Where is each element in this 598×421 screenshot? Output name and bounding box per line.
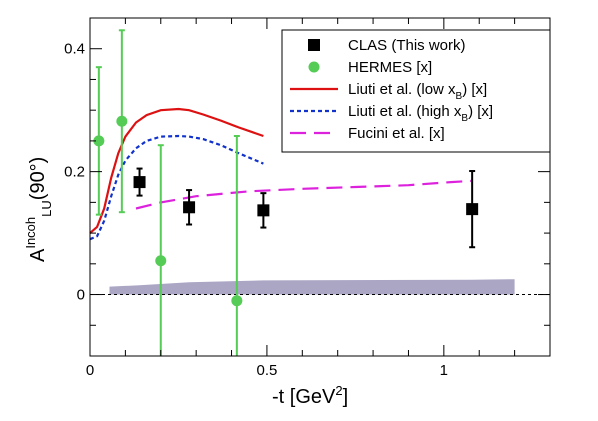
plot-frame bbox=[89, 17, 551, 357]
legend-marker-circle bbox=[308, 61, 320, 73]
data-point-square bbox=[466, 203, 479, 216]
data-point-circle bbox=[155, 255, 167, 267]
x-tick-label: 1 bbox=[440, 362, 448, 379]
theory-curves-layer bbox=[89, 107, 473, 241]
legend-label: HERMES [x] bbox=[348, 59, 432, 76]
data-point-circle bbox=[231, 295, 243, 307]
x-tick-label: 0.5 bbox=[256, 362, 277, 379]
legend-label: Liuti et al. (high xB) [x] bbox=[348, 103, 493, 124]
data-point-square bbox=[257, 204, 270, 217]
y-tick-label: 0.2 bbox=[64, 164, 85, 181]
y-axis-label: AIncohLU(90°) bbox=[23, 157, 54, 262]
legend-label: Fucini et al. [x] bbox=[348, 125, 445, 142]
legend-marker-square bbox=[308, 39, 320, 51]
series-line-2 bbox=[89, 107, 264, 234]
legend-label: Liuti et al. (low xB) [x] bbox=[348, 81, 487, 102]
axis-ticks: 0 0.5 1 0 0.2 0.4 bbox=[64, 17, 551, 379]
y-tick-label: 0 bbox=[77, 287, 85, 304]
plot-border bbox=[89, 17, 551, 357]
data-points-layer bbox=[93, 29, 479, 356]
x-axis-label: -t [GeV2] bbox=[272, 383, 348, 408]
series-line-4 bbox=[135, 179, 473, 210]
data-point-circle bbox=[93, 135, 105, 147]
systematic-band-layer bbox=[109, 279, 515, 295]
legend-label: CLAS (This work) bbox=[348, 37, 466, 54]
data-point-circle bbox=[116, 115, 128, 127]
legend-box bbox=[281, 29, 551, 153]
data-point-square bbox=[183, 201, 196, 214]
data-point-square bbox=[133, 176, 146, 189]
legend: CLAS (This work) HERMES [x] Liuti et al. (… bbox=[281, 29, 551, 153]
y-tick-label: 0.4 bbox=[64, 41, 85, 58]
x-tick-label: 0 bbox=[86, 362, 94, 379]
systematic-uncertainty-band bbox=[109, 279, 515, 295]
